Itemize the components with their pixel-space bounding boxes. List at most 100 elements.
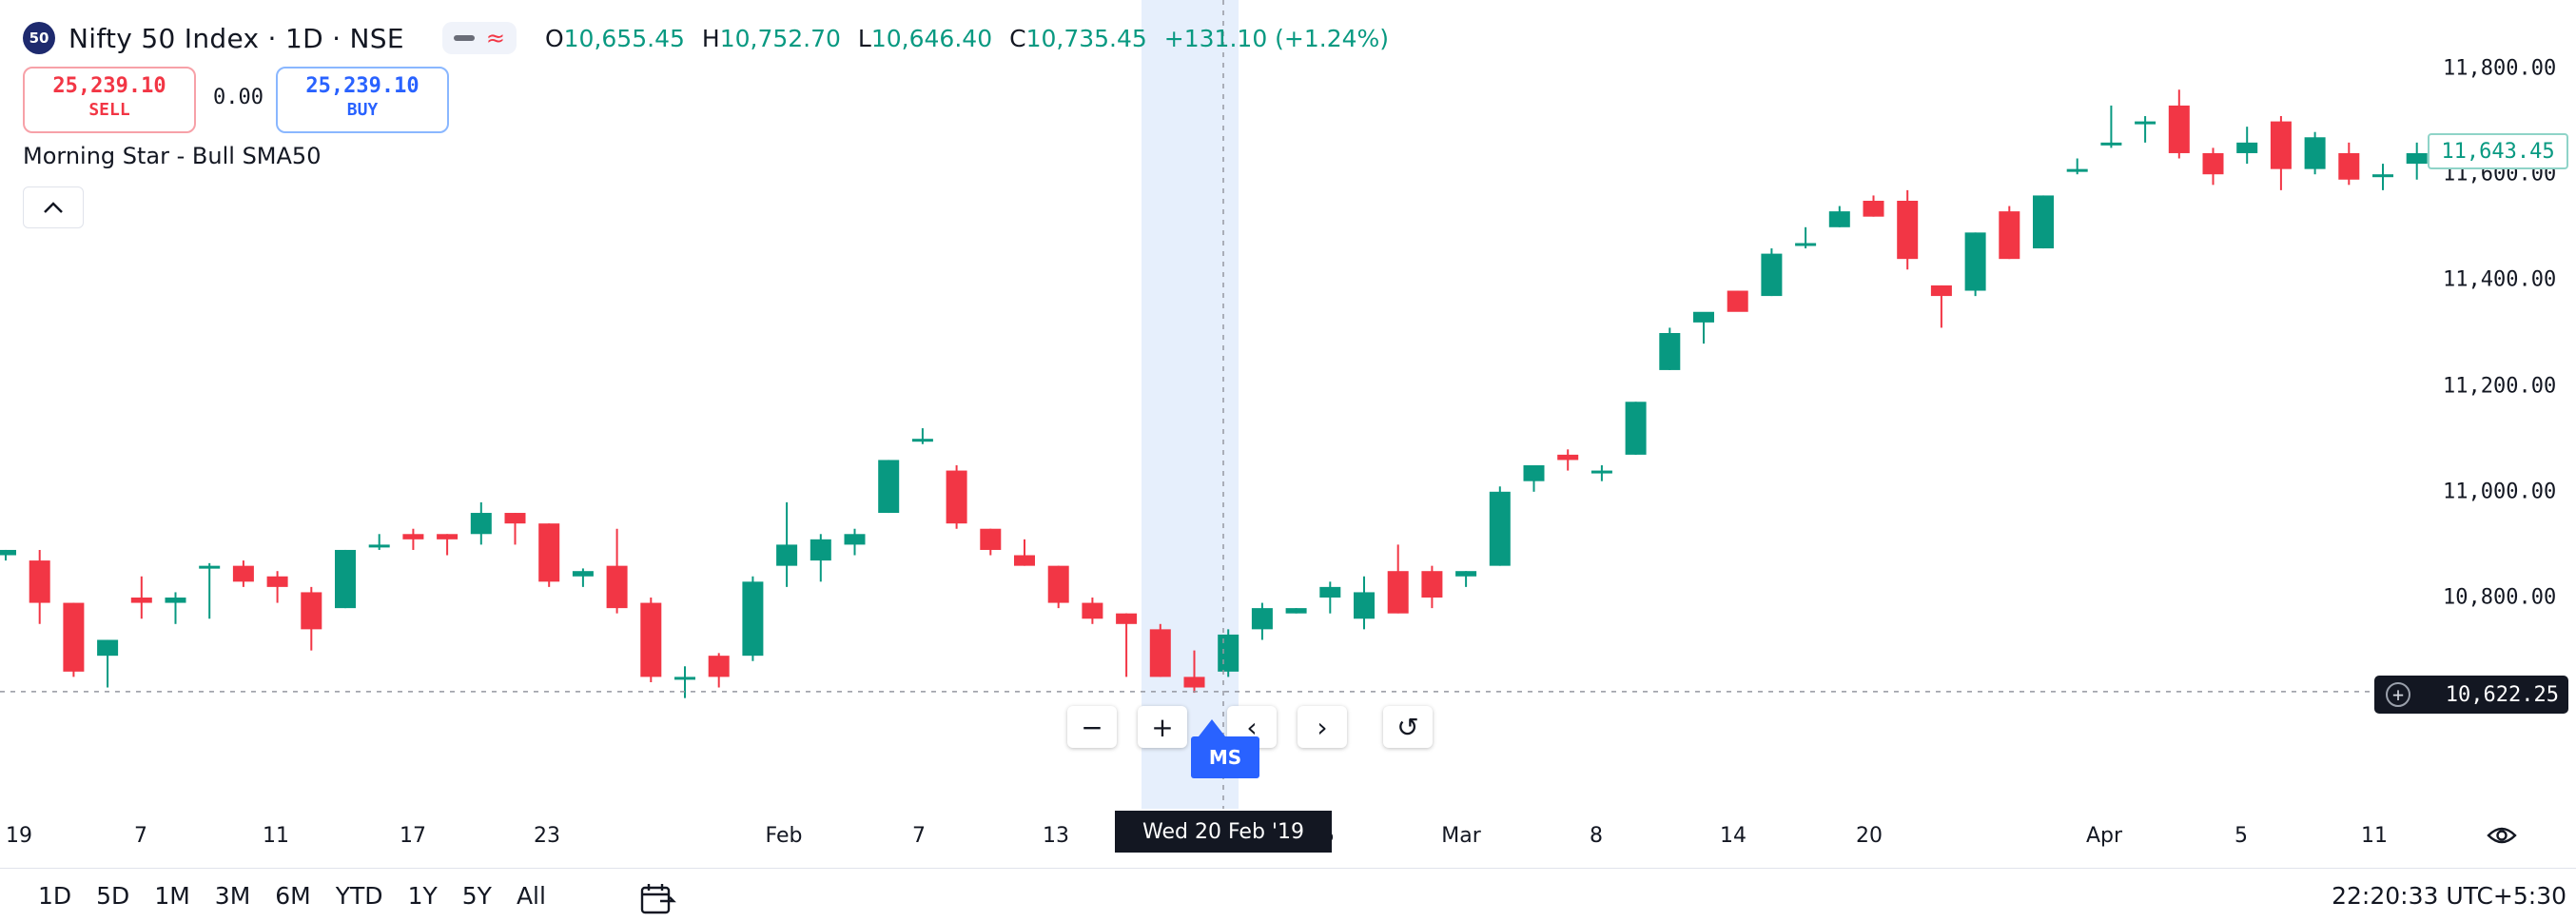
- candle-body: [1761, 253, 1783, 297]
- candle: [674, 666, 695, 698]
- candle-body: [1964, 232, 1986, 291]
- date-tick: 13: [1043, 824, 1069, 848]
- candle: [402, 528, 424, 550]
- candle-body: [402, 534, 424, 539]
- candle: [1693, 311, 1714, 344]
- candle-body: [1319, 586, 1341, 598]
- candle: [776, 501, 798, 587]
- add-alert-icon[interactable]: +: [2386, 682, 2410, 707]
- range-ytd[interactable]: YTD: [335, 882, 383, 910]
- candle: [1251, 602, 1273, 640]
- candle: [266, 571, 288, 603]
- candle-body: [1354, 592, 1375, 619]
- candle-body: [1693, 311, 1714, 323]
- candle: [165, 592, 186, 624]
- candle-body: [1421, 571, 1443, 598]
- candle-body: [1727, 290, 1748, 312]
- candle: [1387, 544, 1409, 614]
- crosshair-price-label[interactable]: + 10,622.25: [2374, 676, 2568, 714]
- candle-body: [97, 639, 119, 657]
- range-all[interactable]: All: [516, 882, 546, 910]
- candle-body: [2338, 152, 2360, 180]
- candle: [1999, 206, 2020, 260]
- candle-body: [437, 534, 459, 539]
- candle: [1828, 206, 1850, 227]
- candle-body: [1387, 571, 1409, 614]
- candle: [911, 428, 933, 444]
- change-value: +131.10 (+1.24%): [1163, 24, 1390, 52]
- morning-star-badge[interactable]: MS: [1191, 736, 1259, 778]
- candle-body: [946, 470, 967, 524]
- candle: [980, 528, 1002, 556]
- date-tick: 20: [1856, 824, 1883, 848]
- last-price-label: 11,643.45: [2428, 133, 2568, 169]
- series-toggle[interactable]: ≈: [441, 22, 517, 54]
- range-6m[interactable]: 6M: [275, 882, 311, 910]
- date-tick: 11: [2361, 824, 2388, 848]
- candle: [301, 586, 322, 651]
- candle-body: [0, 549, 16, 556]
- candle: [1149, 623, 1171, 677]
- candle-body: [674, 677, 695, 680]
- candle: [1116, 613, 1138, 677]
- candle-body: [878, 460, 900, 514]
- range-1d[interactable]: 1D: [38, 882, 72, 910]
- indicator-legend[interactable]: Morning Star - Bull SMA50: [23, 143, 322, 169]
- candle: [606, 528, 628, 614]
- range-3m[interactable]: 3M: [214, 882, 251, 910]
- candle: [572, 568, 594, 587]
- sell-button[interactable]: 25,239.10 SELL: [23, 67, 196, 133]
- candle: [1183, 650, 1205, 694]
- goto-date-calendar-icon[interactable]: [639, 882, 677, 916]
- zoom-out-button[interactable]: −: [1067, 706, 1117, 748]
- candle-body: [1047, 565, 1069, 603]
- candle: [2236, 127, 2258, 165]
- reset-chart-button[interactable]: ↺: [1383, 706, 1433, 748]
- candle: [708, 653, 730, 688]
- open-value: 10,655.45: [563, 24, 685, 52]
- range-1m[interactable]: 1M: [154, 882, 190, 910]
- minimize-icon[interactable]: [453, 35, 475, 41]
- candle-body: [1659, 333, 1681, 370]
- price-tick: 11,800.00: [2443, 56, 2557, 81]
- price-chart[interactable]: [0, 0, 2576, 868]
- candle-body: [776, 544, 798, 566]
- candle: [63, 602, 85, 677]
- wave-icon[interactable]: ≈: [485, 25, 505, 51]
- scroll-forward-button[interactable]: ›: [1298, 706, 1347, 748]
- visibility-eye-icon[interactable]: [2487, 820, 2517, 851]
- candle-body: [29, 560, 50, 603]
- candle-body: [368, 544, 390, 548]
- candle: [1047, 565, 1069, 609]
- candle-body: [1285, 608, 1307, 614]
- timezone-clock[interactable]: 22:20:33 UTC+5:30: [2332, 882, 2566, 910]
- buy-button[interactable]: 25,239.10 BUY: [276, 67, 449, 133]
- candle-body: [1183, 677, 1205, 688]
- ohlc-readout: O10,655.45 H10,752.70 L10,646.40 C10,735…: [545, 25, 1389, 52]
- candle-body: [1590, 470, 1612, 474]
- candle: [1930, 284, 1952, 328]
- range-5y[interactable]: 5Y: [461, 882, 492, 910]
- candle-body: [1489, 491, 1511, 566]
- zoom-in-button[interactable]: +: [1138, 706, 1187, 748]
- price-tick: 11,400.00: [2443, 267, 2557, 292]
- date-tick: 14: [1720, 824, 1747, 848]
- candle: [335, 549, 356, 609]
- crosshair-date-label: Wed 20 Feb '19: [1115, 811, 1332, 853]
- open-label: O: [544, 24, 564, 52]
- date-tick: 11: [263, 824, 289, 848]
- candle-body: [2304, 137, 2326, 169]
- range-1y[interactable]: 1Y: [407, 882, 438, 910]
- high-label: H: [701, 24, 720, 52]
- symbol-title[interactable]: Nifty 50 Index · 1D · NSE: [68, 22, 404, 54]
- range-5d[interactable]: 5D: [96, 882, 130, 910]
- candle: [1421, 565, 1443, 609]
- price-tick: 10,800.00: [2443, 585, 2557, 610]
- date-tick: 23: [534, 824, 560, 848]
- candle: [946, 465, 967, 529]
- collapse-legend-button[interactable]: [23, 186, 84, 228]
- candle: [437, 534, 459, 556]
- candle-body: [2202, 152, 2224, 175]
- buy-price: 25,239.10: [305, 74, 420, 98]
